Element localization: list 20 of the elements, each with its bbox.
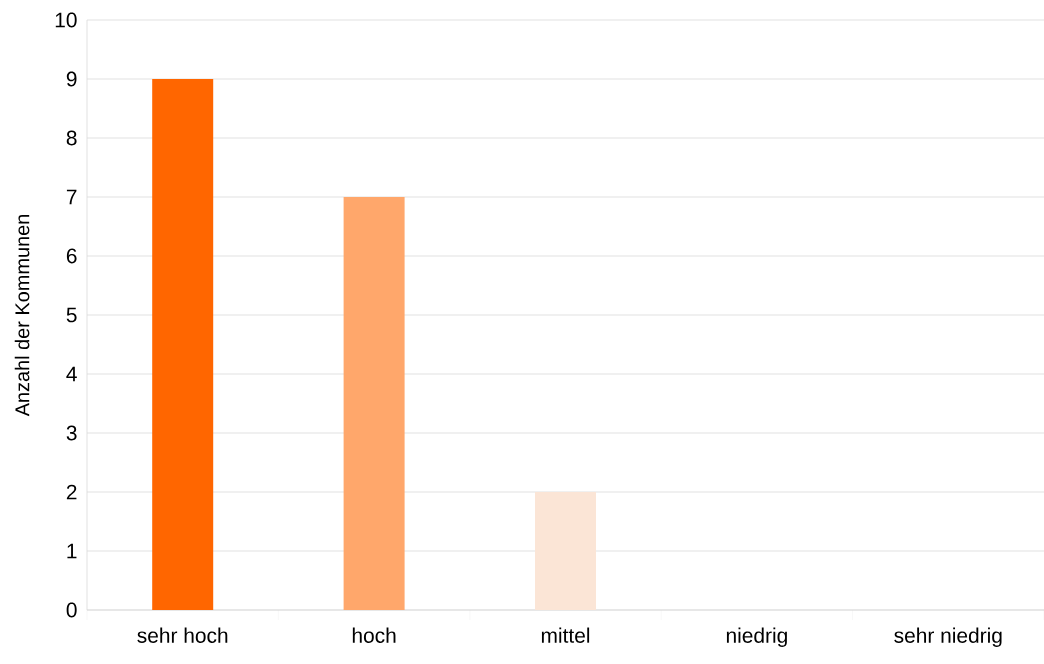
x-tick-label: mittel [541,627,590,643]
y-axis-title: Anzahl der Kommunen [14,215,30,417]
x-tick-label: niedrig [726,627,787,648]
y-tick-label: 7 [66,189,77,205]
x-tick-label: sehr niedrig [894,627,1002,648]
y-tick-label: 9 [66,71,77,87]
x-tick-label: sehr hoch [137,627,228,643]
y-tick-label: 5 [66,307,77,323]
y-tick-label: 1 [67,543,77,559]
y-tick-label: 4 [66,366,77,382]
y-tick-label: 8 [66,130,77,146]
y-tick-label: 2 [66,484,77,500]
y-tick-label: 3 [66,425,77,441]
bar [152,78,214,610]
y-tick-label: 0 [66,602,77,618]
bar [343,197,405,610]
bar [535,492,596,610]
x-tick-label: hoch [352,627,396,643]
y-tick-label: 10 [55,12,77,28]
y-tick-label: 6 [66,248,77,264]
